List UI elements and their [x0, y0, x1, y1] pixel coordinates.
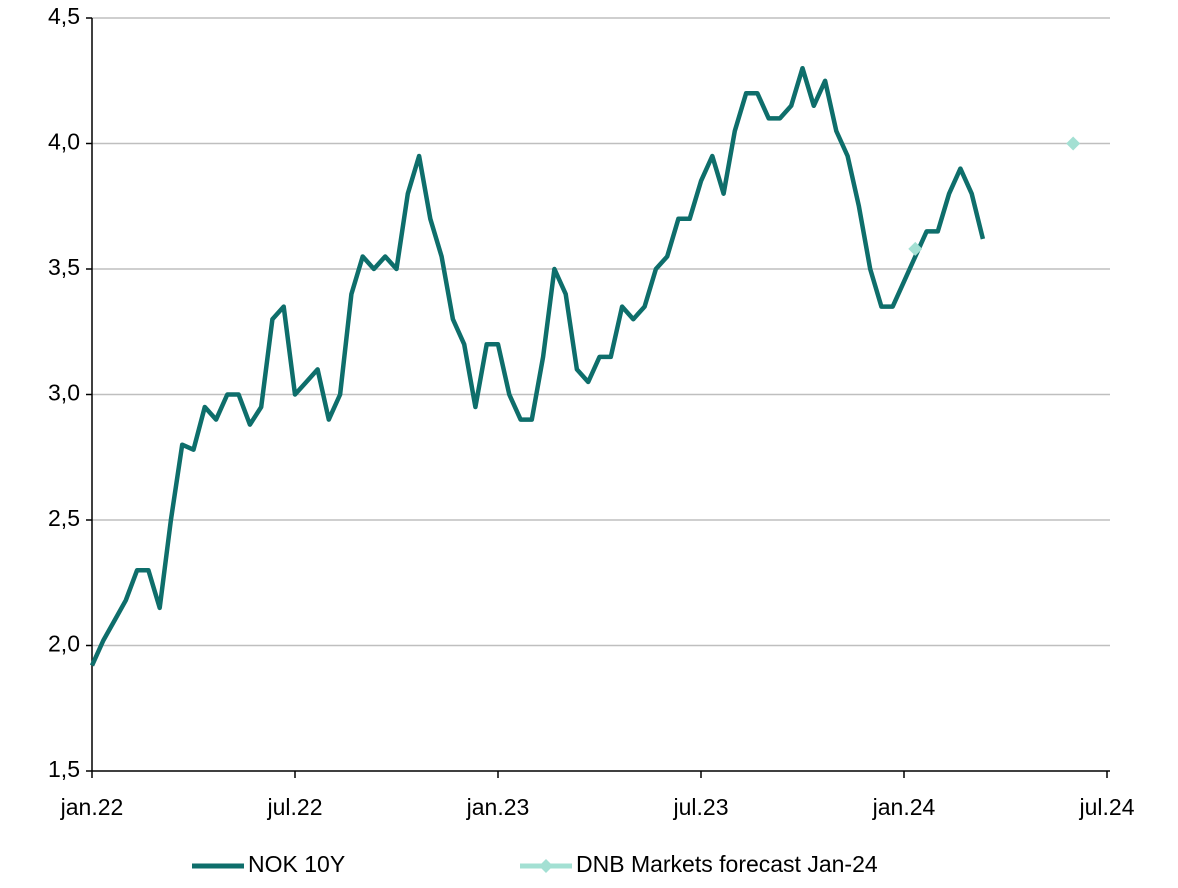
x-tick-label: jan.24	[872, 794, 936, 820]
y-tick-label: 4,5	[48, 3, 80, 29]
y-tick-label: 3,0	[48, 380, 80, 406]
x-tick-label: jul.24	[1079, 794, 1135, 820]
y-tick-label: 4,0	[48, 129, 80, 155]
series-line	[89, 65, 986, 667]
legend-label: DNB Markets forecast Jan-24	[576, 851, 878, 877]
x-tick-label: jul.23	[673, 794, 729, 820]
y-tick-label: 3,5	[48, 254, 80, 280]
legend-marker	[539, 859, 553, 873]
x-tick-label: jul.22	[267, 794, 323, 820]
series-marker	[1066, 136, 1081, 151]
series-marker	[908, 241, 923, 256]
x-tick-label: jan.22	[60, 794, 124, 820]
y-tick-label: 2,5	[48, 505, 80, 531]
y-tick-label: 1,5	[48, 756, 80, 782]
legend-label: NOK 10Y	[248, 851, 345, 877]
x-tick-label: jan.23	[466, 794, 530, 820]
y-tick-label: 2,0	[48, 631, 80, 657]
